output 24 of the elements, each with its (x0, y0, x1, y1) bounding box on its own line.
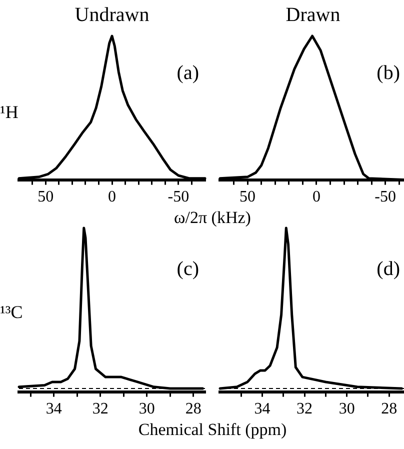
x-tick-label: 30 (338, 400, 355, 418)
x-tick-label: 50 (240, 188, 256, 206)
x-tick-label: 32 (92, 400, 108, 418)
x-tick-label: 50 (38, 188, 54, 206)
x-tick-label: 34 (254, 400, 270, 418)
x-tick-label: 32 (296, 400, 313, 418)
x-tick-label: 28 (185, 400, 202, 418)
x-tick-label: -50 (168, 188, 190, 206)
x-tick-label: 30 (138, 400, 155, 418)
annotation: (b) (376, 62, 400, 86)
annotation: (d) (376, 258, 400, 281)
x-tick-label: 34 (46, 400, 62, 418)
chart-title: Undrawn (74, 3, 150, 28)
x-tick-label: 0 (108, 188, 116, 206)
x-axis-title: Chemical Shift (ppm) (137, 420, 288, 440)
y-axis-title: ¹³C (0, 302, 23, 323)
x-tick-label: 28 (381, 400, 398, 418)
x-axis-title: ω/2π (kHz) (173, 208, 252, 228)
annotation: (c) (176, 258, 199, 281)
chart-title: Drawn (284, 3, 342, 28)
annotation: (a) (176, 62, 199, 86)
x-tick-label: 0 (312, 188, 320, 206)
x-tick-label: -50 (374, 188, 396, 206)
y-axis-title: ¹H (0, 102, 18, 123)
